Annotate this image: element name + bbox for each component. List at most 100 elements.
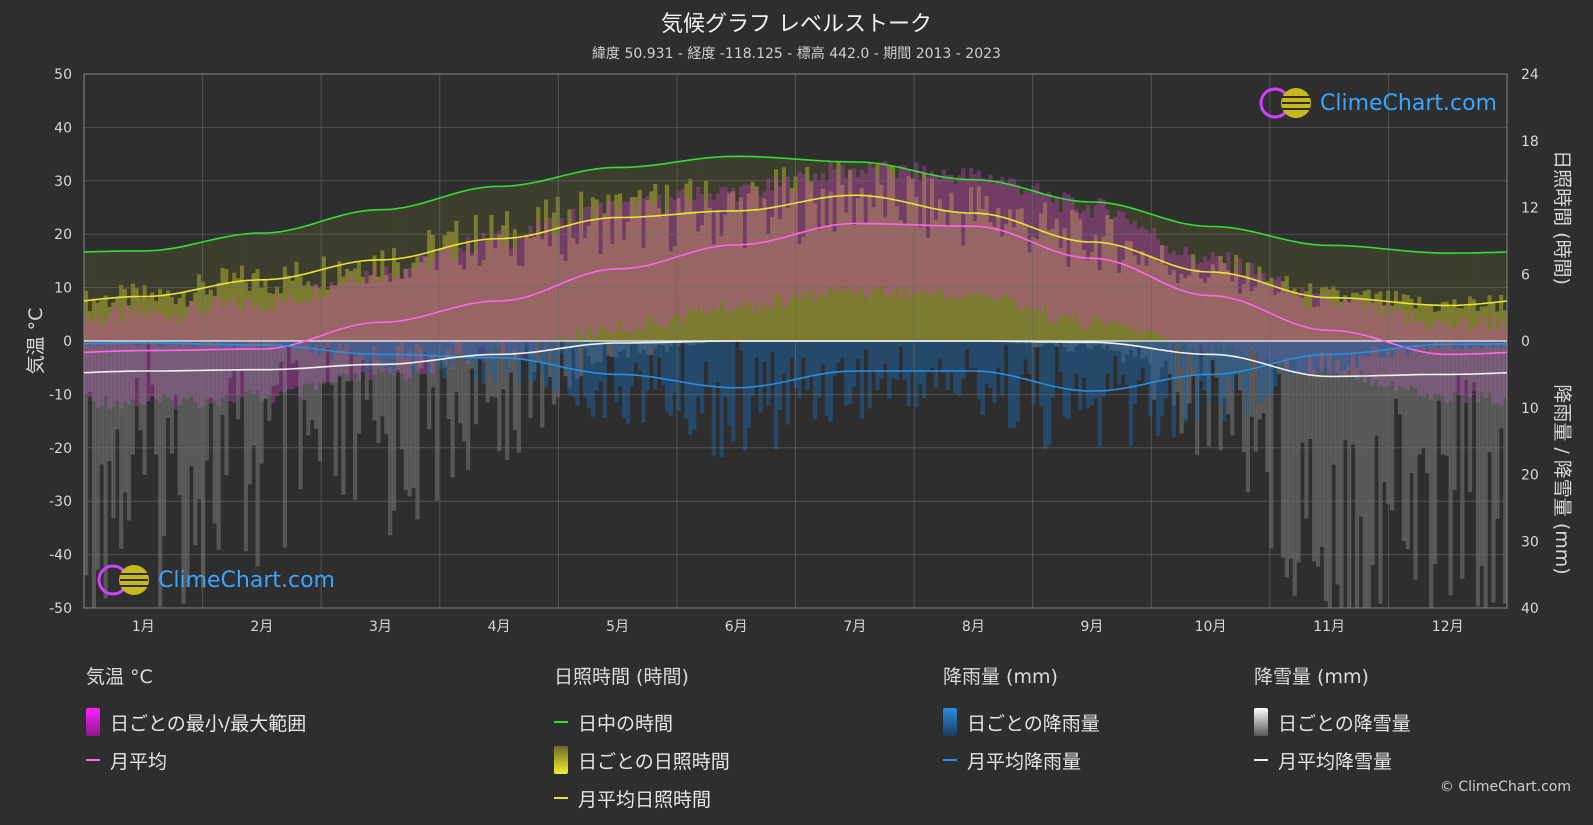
temp-range-bar	[1429, 329, 1434, 401]
snow-bar	[122, 341, 128, 493]
snow-bar	[1382, 341, 1387, 483]
rain-bar	[1000, 341, 1005, 396]
temp-range-bar	[902, 165, 907, 286]
temp-range-bar	[91, 319, 96, 401]
rain-bar	[505, 341, 510, 373]
rain-bar	[762, 341, 767, 362]
temp-range-bar	[271, 311, 276, 403]
sunshine-bar	[376, 276, 381, 341]
sunshine-bar	[1195, 269, 1200, 341]
temp-range-bar	[1206, 260, 1212, 346]
temp-range-bar	[1163, 245, 1169, 338]
temp-range-bar	[368, 279, 373, 380]
sunshine-bar	[189, 301, 194, 341]
temp-range-bar	[1195, 264, 1200, 355]
sunshine-bar	[980, 208, 985, 341]
temp-range-bar	[824, 181, 829, 298]
rain-bar	[1144, 341, 1149, 383]
rain-bar	[937, 341, 942, 360]
temp-range-bar	[1249, 263, 1254, 350]
temp-range-bar	[922, 165, 927, 291]
sunshine-bar	[579, 191, 584, 341]
temp-range-bar	[1187, 255, 1192, 350]
rain-bar	[376, 341, 381, 360]
temp-range-bar	[629, 199, 635, 334]
rain-bar	[676, 341, 681, 411]
rain-bar	[1483, 341, 1488, 345]
snow-bar	[1300, 341, 1305, 443]
rain-bar	[353, 341, 358, 357]
sunshine-bar	[1312, 307, 1317, 341]
rain-bar	[84, 341, 89, 345]
sunshine-bar	[1121, 260, 1126, 341]
rain-bar	[1245, 341, 1250, 414]
sunshine-bar	[1292, 288, 1297, 341]
daylight-bar	[1429, 252, 1434, 341]
rain-bar	[1015, 341, 1020, 421]
temp-range-bar	[871, 167, 876, 290]
temp-range-bar	[419, 254, 424, 375]
snow-bar	[1296, 341, 1301, 563]
daylight-bar	[1432, 252, 1438, 341]
rain-bar	[1167, 341, 1173, 372]
temp-range-bar	[1440, 326, 1445, 396]
snow-bar	[508, 341, 514, 373]
sunshine-bar	[660, 216, 666, 341]
rain-bar	[657, 341, 662, 358]
sunshine-bar	[161, 293, 167, 341]
temp-range-bar	[583, 207, 588, 338]
sunshine-bar	[446, 231, 451, 341]
snow-bar	[458, 341, 463, 424]
snow-bar	[216, 341, 221, 550]
sunshine-bar	[668, 251, 673, 341]
rain-bar	[337, 341, 342, 344]
temp-range-bar	[707, 193, 712, 314]
rain-bar	[828, 341, 833, 422]
snow-bar	[1292, 341, 1297, 596]
legend-item: 日ごとの最小/最大範囲	[86, 703, 306, 741]
daylight-bar	[1253, 231, 1258, 341]
daylight-bar	[1382, 248, 1387, 341]
snow-bar	[224, 341, 229, 476]
temp-range-bar	[169, 316, 174, 401]
rain-bar	[867, 341, 872, 409]
sunshine-bar	[586, 225, 592, 341]
daylight-bar	[99, 251, 104, 341]
snow-bar	[220, 341, 225, 416]
right-tick-label: 12	[1521, 201, 1539, 217]
sunshine-bar	[727, 193, 732, 341]
rain-bar	[1230, 341, 1235, 393]
sunshine-bar	[485, 239, 490, 341]
left-tick-label: -10	[49, 387, 72, 403]
snow-bar	[341, 341, 346, 495]
rain-bar	[930, 341, 935, 368]
sunshine-bar	[1214, 271, 1219, 341]
left-tick-label: 50	[54, 67, 72, 83]
snow-bar	[150, 341, 155, 385]
temp-range-bar	[391, 279, 397, 375]
rain-bar	[1339, 341, 1344, 372]
temp-range-bar	[485, 243, 490, 351]
snow-bar	[434, 341, 440, 501]
temp-range-bar	[1113, 216, 1118, 321]
temp-range-bar	[532, 235, 537, 358]
rain-bar	[1265, 341, 1270, 394]
temp-range-bar	[154, 312, 159, 400]
daylight-bar	[1117, 204, 1122, 341]
temp-range-bar	[1078, 213, 1083, 324]
snow-bar	[1378, 341, 1383, 604]
temp-range-bar	[1004, 182, 1009, 294]
rain-bar	[598, 341, 603, 382]
temp-range-bar	[1351, 302, 1356, 377]
right-tick-label: 20	[1521, 468, 1539, 484]
sunshine-bar	[290, 280, 295, 341]
rain-bar	[688, 341, 693, 436]
snow-bar	[1269, 341, 1274, 549]
sunshine-bar	[571, 238, 576, 341]
temp-range-bar	[1160, 245, 1165, 336]
rain-bar	[1089, 341, 1095, 406]
snow-bar	[446, 341, 451, 420]
rain-bar	[391, 341, 397, 374]
temp-range-bar	[1234, 269, 1239, 358]
copyright: © ClimeChart.com	[1439, 779, 1571, 795]
